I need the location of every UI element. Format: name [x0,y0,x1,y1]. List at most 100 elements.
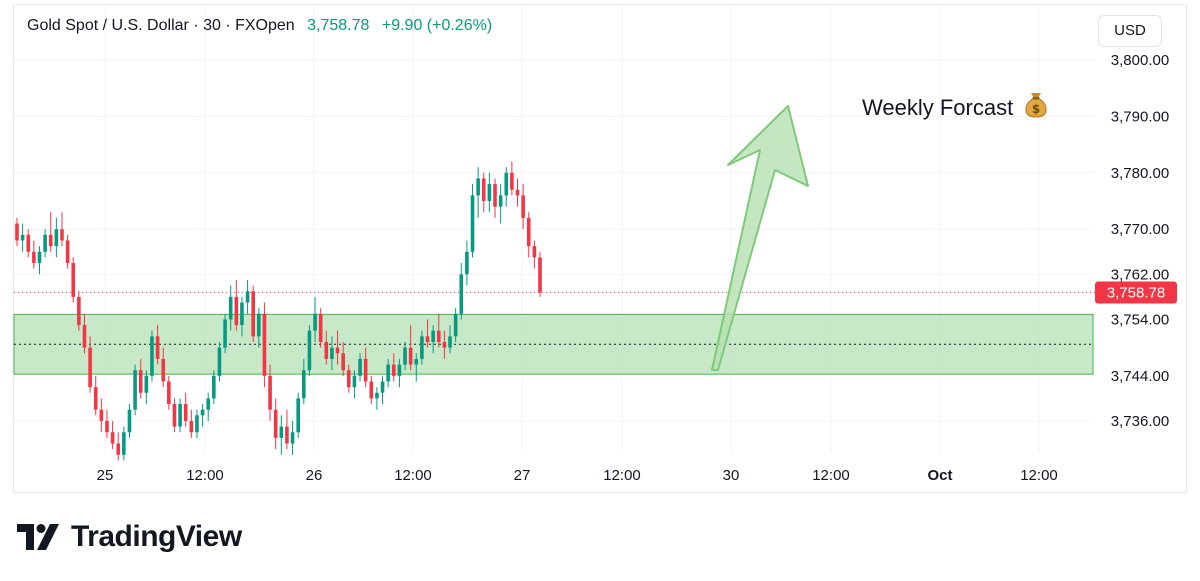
candle-body[interactable] [346,370,351,388]
forecast-arrow[interactable] [711,105,809,371]
candle-body[interactable] [262,313,267,376]
candle-body[interactable] [307,330,312,371]
candle-body[interactable] [532,246,537,258]
candle-body[interactable] [155,336,160,359]
candle-body[interactable] [43,234,47,252]
tradingview-logo[interactable]: TradingView [17,520,242,554]
candle-body[interactable] [324,342,329,359]
candle-body[interactable] [65,240,70,264]
candle-body[interactable] [127,409,132,433]
candle-body[interactable] [178,404,182,427]
symbol-title[interactable]: Gold Spot / U.S. Dollar · 30 · FXOpen [27,17,295,34]
candle-body[interactable] [189,420,194,433]
candle-body[interactable] [144,375,149,393]
candle-body[interactable] [212,375,216,399]
candle-body[interactable] [335,347,340,354]
candle-body[interactable] [15,223,19,241]
candle-body[interactable] [414,358,419,365]
candle-body[interactable] [37,251,42,264]
candle-body[interactable] [99,409,104,421]
candle-body[interactable] [206,398,211,410]
candle-body[interactable] [493,184,497,207]
candle-body[interactable] [60,229,64,241]
candle-body[interactable] [448,336,452,348]
candle-body[interactable] [498,195,503,207]
candle-body[interactable] [20,234,25,241]
candle-body[interactable] [116,443,121,455]
candle-body[interactable] [234,296,239,326]
candle-body[interactable] [150,336,154,376]
candle-body[interactable] [290,432,295,444]
candle-body[interactable] [257,313,261,337]
candle-body[interactable] [223,319,227,348]
candle-body[interactable] [105,420,109,433]
candle-body[interactable] [515,189,520,196]
candle-body[interactable] [487,184,492,201]
candle-body[interactable] [431,330,435,342]
candle-body[interactable] [363,358,368,382]
candle-body[interactable] [138,370,143,393]
candle-body[interactable] [453,313,458,337]
candle-body[interactable] [369,381,374,399]
candle-body[interactable] [380,381,385,393]
candle-body[interactable] [408,347,413,365]
candle-body[interactable] [54,229,59,247]
candle-body[interactable] [459,274,464,314]
candle-body[interactable] [122,432,126,455]
candle-body[interactable] [133,370,137,410]
candle-body[interactable] [110,432,115,444]
candle-body[interactable] [200,409,205,416]
candle-body[interactable] [161,358,166,382]
candle-body[interactable] [273,409,278,438]
candle-body[interactable] [195,415,199,433]
candle-body[interactable] [285,426,289,444]
currency-button[interactable]: USD [1098,15,1162,47]
candle-body[interactable] [228,296,233,320]
support-zone[interactable] [13,313,1094,375]
candle-body[interactable] [341,353,345,371]
candle-body[interactable] [167,381,171,405]
candle-body[interactable] [82,325,87,348]
candle-body[interactable] [302,370,306,399]
candle-body[interactable] [481,178,486,201]
candle-body[interactable] [358,358,362,376]
candle-body[interactable] [352,375,357,388]
candle-body[interactable] [245,291,250,303]
candle-body[interactable] [48,234,53,247]
candle-body[interactable] [183,404,188,421]
candle-body[interactable] [465,251,469,275]
candle-body[interactable] [296,398,300,433]
candle-body[interactable] [172,404,177,427]
candle-body[interactable] [510,172,514,190]
candle-body[interactable] [268,375,272,410]
weekly-forecast-annotation[interactable]: Weekly Forcast $ [862,90,1049,121]
candle-body[interactable] [330,347,334,359]
candle-body[interactable] [420,336,424,359]
candle-body[interactable] [217,347,222,376]
candle-body[interactable] [504,172,509,196]
candle-body[interactable] [391,364,396,376]
candle-body[interactable] [279,426,284,438]
candle-body[interactable] [526,217,531,247]
candle-body[interactable] [403,347,407,365]
candle-body[interactable] [538,257,542,293]
candle-body[interactable] [240,302,244,326]
candle-body[interactable] [436,330,441,342]
candle-body[interactable] [397,364,402,376]
candle-body[interactable] [26,234,31,252]
candle-body[interactable] [318,313,323,342]
candle-body[interactable] [313,313,317,331]
candle-body[interactable] [251,291,255,337]
candle-body[interactable] [77,296,81,326]
candle-body[interactable] [88,347,92,388]
candle-body[interactable] [71,263,76,297]
candle-body[interactable] [375,392,379,399]
candle-body[interactable] [521,195,525,218]
candle-body[interactable] [476,178,480,196]
candle-body[interactable] [386,364,390,382]
candle-body[interactable] [470,195,475,252]
candle-body[interactable] [442,342,447,348]
candle-body[interactable] [32,251,36,264]
candle-body[interactable] [93,387,98,410]
